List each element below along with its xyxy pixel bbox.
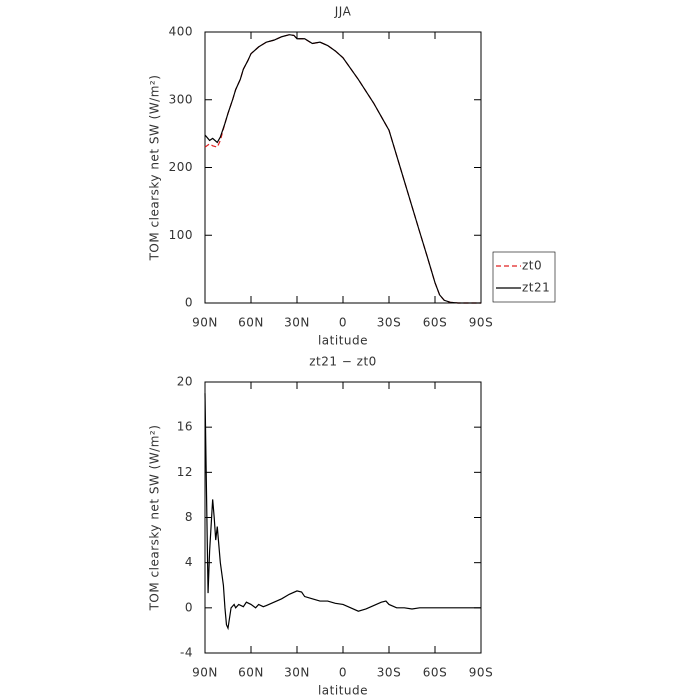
x-tick-label: 30N: [284, 316, 310, 330]
x-tick-label: 90N: [192, 666, 218, 680]
y-tick-label: 0: [185, 600, 193, 614]
data-line: [204, 393, 481, 631]
x-tick-label: 0: [339, 316, 347, 330]
chart-title: zt21 − zt0: [309, 355, 377, 369]
y-tick-label: -4: [180, 646, 193, 660]
x-tick-label: 60N: [238, 316, 264, 330]
legend-label: zt0: [522, 259, 542, 273]
y-tick-label: 300: [169, 92, 193, 106]
x-axis-label: latitude: [318, 334, 368, 348]
y-tick-label: 400: [169, 25, 193, 39]
x-tick-label: 30S: [377, 316, 401, 330]
data-line: [204, 34, 481, 304]
x-tick-label: 60S: [423, 666, 447, 680]
x-tick-label: 60S: [423, 316, 447, 330]
y-tick-label: 16: [177, 420, 193, 434]
x-tick-label: 0: [339, 666, 347, 680]
y-tick-label: 200: [169, 160, 193, 174]
y-tick-label: 0: [185, 296, 193, 310]
y-tick-label: 8: [185, 510, 193, 524]
x-tick-label: 90S: [469, 316, 493, 330]
chart-title: JJA: [334, 5, 352, 19]
legend-label: zt21: [522, 281, 550, 295]
x-axis-label: latitude: [318, 684, 368, 698]
y-tick-label: 4: [185, 555, 193, 569]
y-axis-label: TOM clearsky net SW (W/m²): [148, 75, 162, 262]
data-line: [204, 34, 481, 304]
y-tick-label: 12: [177, 465, 193, 479]
x-tick-label: 30N: [284, 666, 310, 680]
plot-frame: [204, 31, 482, 304]
x-tick-label: 60N: [238, 666, 264, 680]
y-tick-label: 100: [169, 228, 193, 242]
legend-box: [492, 251, 556, 303]
x-tick-label: 30S: [377, 666, 401, 680]
x-tick-label: 90S: [469, 666, 493, 680]
plot-frame: [204, 381, 482, 654]
x-tick-label: 90N: [192, 316, 218, 330]
y-tick-label: 20: [177, 375, 193, 389]
y-axis-label: TOM clearsky net SW (W/m²): [148, 425, 162, 612]
